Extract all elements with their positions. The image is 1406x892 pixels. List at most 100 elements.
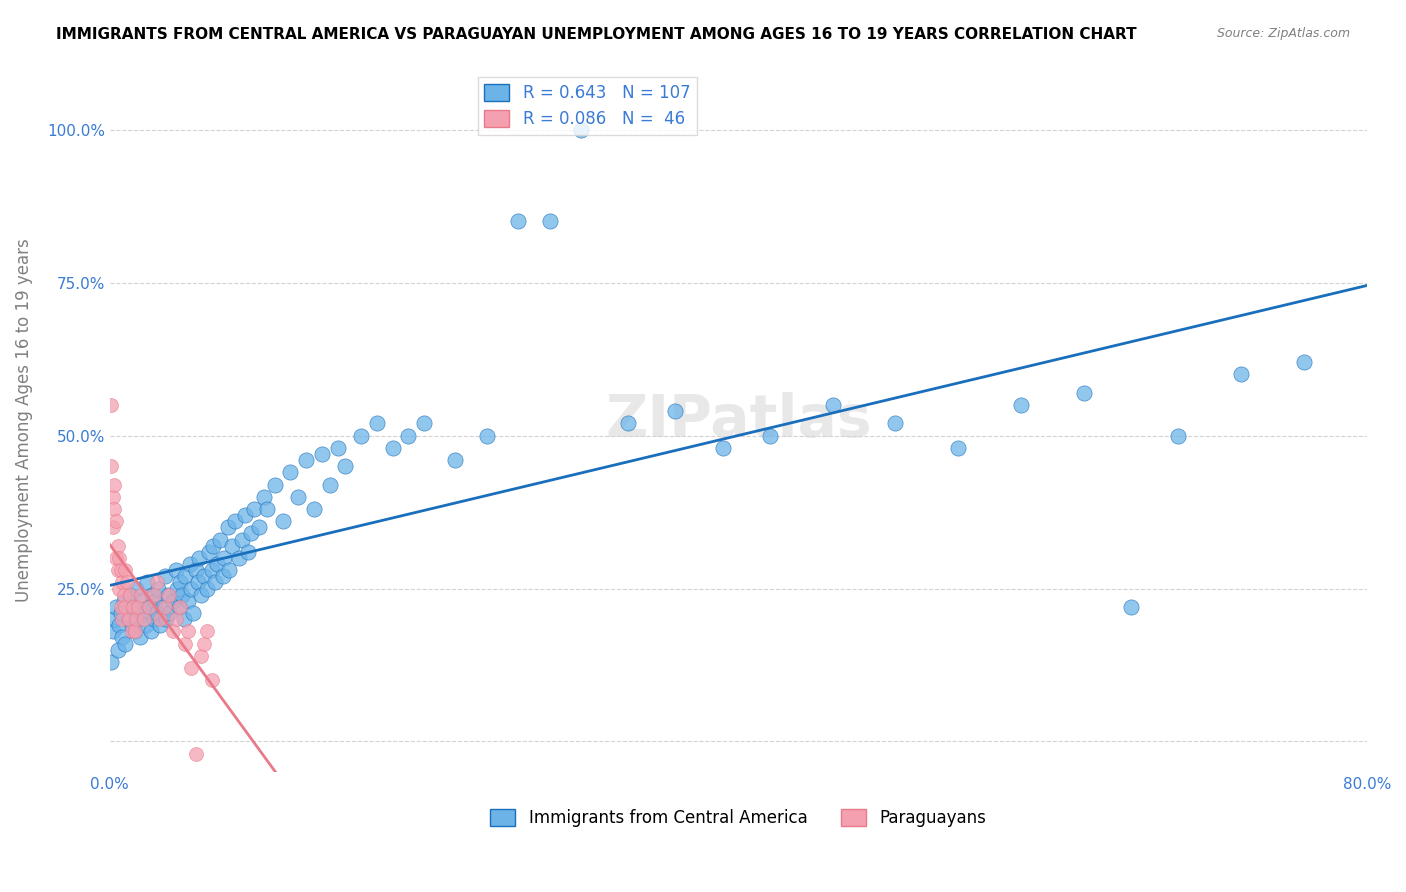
Point	[508, 214, 530, 228]
Point	[243, 502, 266, 516]
Point	[138, 599, 160, 614]
Point	[240, 526, 263, 541]
Point	[148, 582, 170, 596]
Point	[108, 550, 131, 565]
Point	[217, 520, 239, 534]
Point	[152, 599, 174, 614]
Point	[110, 599, 132, 614]
Point	[287, 490, 309, 504]
Point	[1119, 599, 1142, 614]
Point	[124, 624, 146, 639]
Point	[146, 606, 169, 620]
Point	[295, 453, 318, 467]
Point	[188, 550, 211, 565]
Point	[129, 593, 152, 607]
Text: ZIPatlas: ZIPatlas	[605, 392, 872, 449]
Point	[155, 612, 177, 626]
Point	[162, 624, 184, 639]
Point	[187, 575, 209, 590]
Point	[110, 563, 132, 577]
Point	[124, 624, 146, 639]
Point	[105, 550, 128, 565]
Point	[228, 550, 250, 565]
Point	[236, 545, 259, 559]
Point	[143, 593, 166, 607]
Point	[100, 459, 122, 474]
Point	[538, 214, 561, 228]
Point	[108, 618, 131, 632]
Point	[107, 642, 129, 657]
Point	[107, 563, 129, 577]
Point	[125, 612, 148, 626]
Point	[159, 588, 181, 602]
Point	[122, 599, 145, 614]
Point	[180, 661, 202, 675]
Point	[180, 582, 202, 596]
Point	[174, 637, 197, 651]
Point	[233, 508, 256, 522]
Point	[205, 557, 228, 571]
Point	[114, 637, 136, 651]
Point	[101, 624, 124, 639]
Point	[1230, 368, 1253, 382]
Point	[115, 575, 138, 590]
Point	[1073, 385, 1095, 400]
Point	[110, 606, 132, 620]
Point	[112, 588, 135, 602]
Point	[127, 599, 149, 614]
Point	[271, 514, 294, 528]
Point	[617, 417, 640, 431]
Point	[711, 441, 734, 455]
Y-axis label: Unemployment Among Ages 16 to 19 years: Unemployment Among Ages 16 to 19 years	[15, 238, 32, 602]
Point	[112, 593, 135, 607]
Point	[253, 490, 276, 504]
Point	[142, 588, 165, 602]
Point	[444, 453, 467, 467]
Point	[212, 569, 235, 583]
Point	[139, 624, 162, 639]
Legend: Immigrants from Central America, Paraguayans: Immigrants from Central America, Paragua…	[484, 803, 993, 834]
Point	[381, 441, 404, 455]
Point	[350, 428, 373, 442]
Point	[197, 545, 219, 559]
Point	[170, 588, 193, 602]
Point	[884, 417, 907, 431]
Point	[247, 520, 270, 534]
Point	[120, 588, 142, 602]
Point	[153, 569, 176, 583]
Point	[114, 563, 136, 577]
Point	[167, 599, 190, 614]
Point	[190, 588, 212, 602]
Point	[193, 637, 215, 651]
Point	[1167, 428, 1189, 442]
Point	[186, 563, 208, 577]
Point	[169, 599, 191, 614]
Point	[202, 539, 225, 553]
Point	[821, 398, 844, 412]
Point	[201, 673, 224, 688]
Point	[153, 599, 176, 614]
Point	[165, 563, 187, 577]
Point	[201, 563, 224, 577]
Point	[105, 514, 128, 528]
Point	[125, 582, 148, 596]
Point	[117, 612, 139, 626]
Point	[111, 575, 134, 590]
Point	[179, 557, 201, 571]
Point	[396, 428, 419, 442]
Point	[142, 612, 165, 626]
Point	[256, 502, 278, 516]
Point	[208, 533, 231, 547]
Point	[149, 612, 172, 626]
Point	[221, 539, 243, 553]
Point	[195, 624, 218, 639]
Point	[1010, 398, 1032, 412]
Point	[159, 606, 181, 620]
Point	[105, 599, 128, 614]
Point	[218, 563, 240, 577]
Point	[319, 477, 342, 491]
Point	[214, 550, 236, 565]
Point	[231, 533, 253, 547]
Point	[107, 539, 129, 553]
Point	[156, 588, 179, 602]
